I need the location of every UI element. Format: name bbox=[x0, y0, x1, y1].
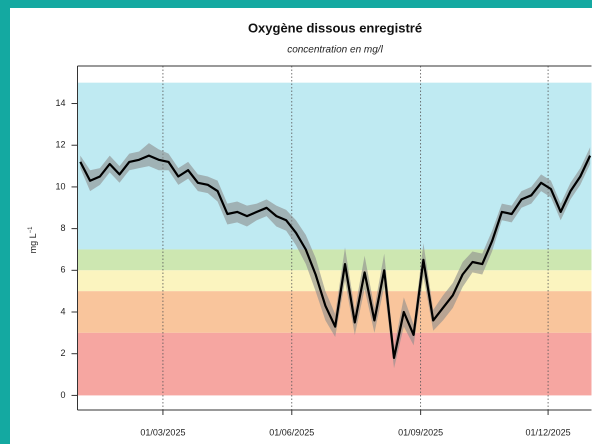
plot-area bbox=[77, 66, 592, 410]
y-tick-label: 10 bbox=[55, 181, 65, 191]
y-axis-label-exponent: −1 bbox=[28, 226, 34, 234]
y-tick-label: 12 bbox=[55, 140, 65, 150]
y-tick-label: 0 bbox=[60, 390, 65, 400]
y-tick-label: 6 bbox=[60, 265, 65, 275]
y-tick-label: 8 bbox=[60, 223, 65, 233]
y-tick-label: 14 bbox=[55, 98, 65, 108]
y-tick-label: 4 bbox=[60, 306, 65, 316]
chart-title: Oxygène dissous enregistré bbox=[248, 20, 422, 35]
chart-subtitle: concentration en mg/l bbox=[287, 45, 383, 56]
y-tick-label: 2 bbox=[60, 348, 65, 358]
x-tick-label: 01/03/2025 bbox=[140, 427, 185, 437]
y-axis-label: mg L−1 bbox=[28, 226, 39, 254]
x-tick-label: 01/12/2025 bbox=[526, 427, 571, 437]
y-axis-label-text: mg L bbox=[28, 233, 38, 253]
threshold-band bbox=[77, 249, 592, 271]
x-tick-label: 01/09/2025 bbox=[398, 427, 443, 437]
threshold-band bbox=[77, 270, 592, 292]
threshold-band bbox=[77, 332, 592, 396]
data-line bbox=[79, 154, 592, 359]
x-tick-label: 01/06/2025 bbox=[269, 427, 314, 437]
